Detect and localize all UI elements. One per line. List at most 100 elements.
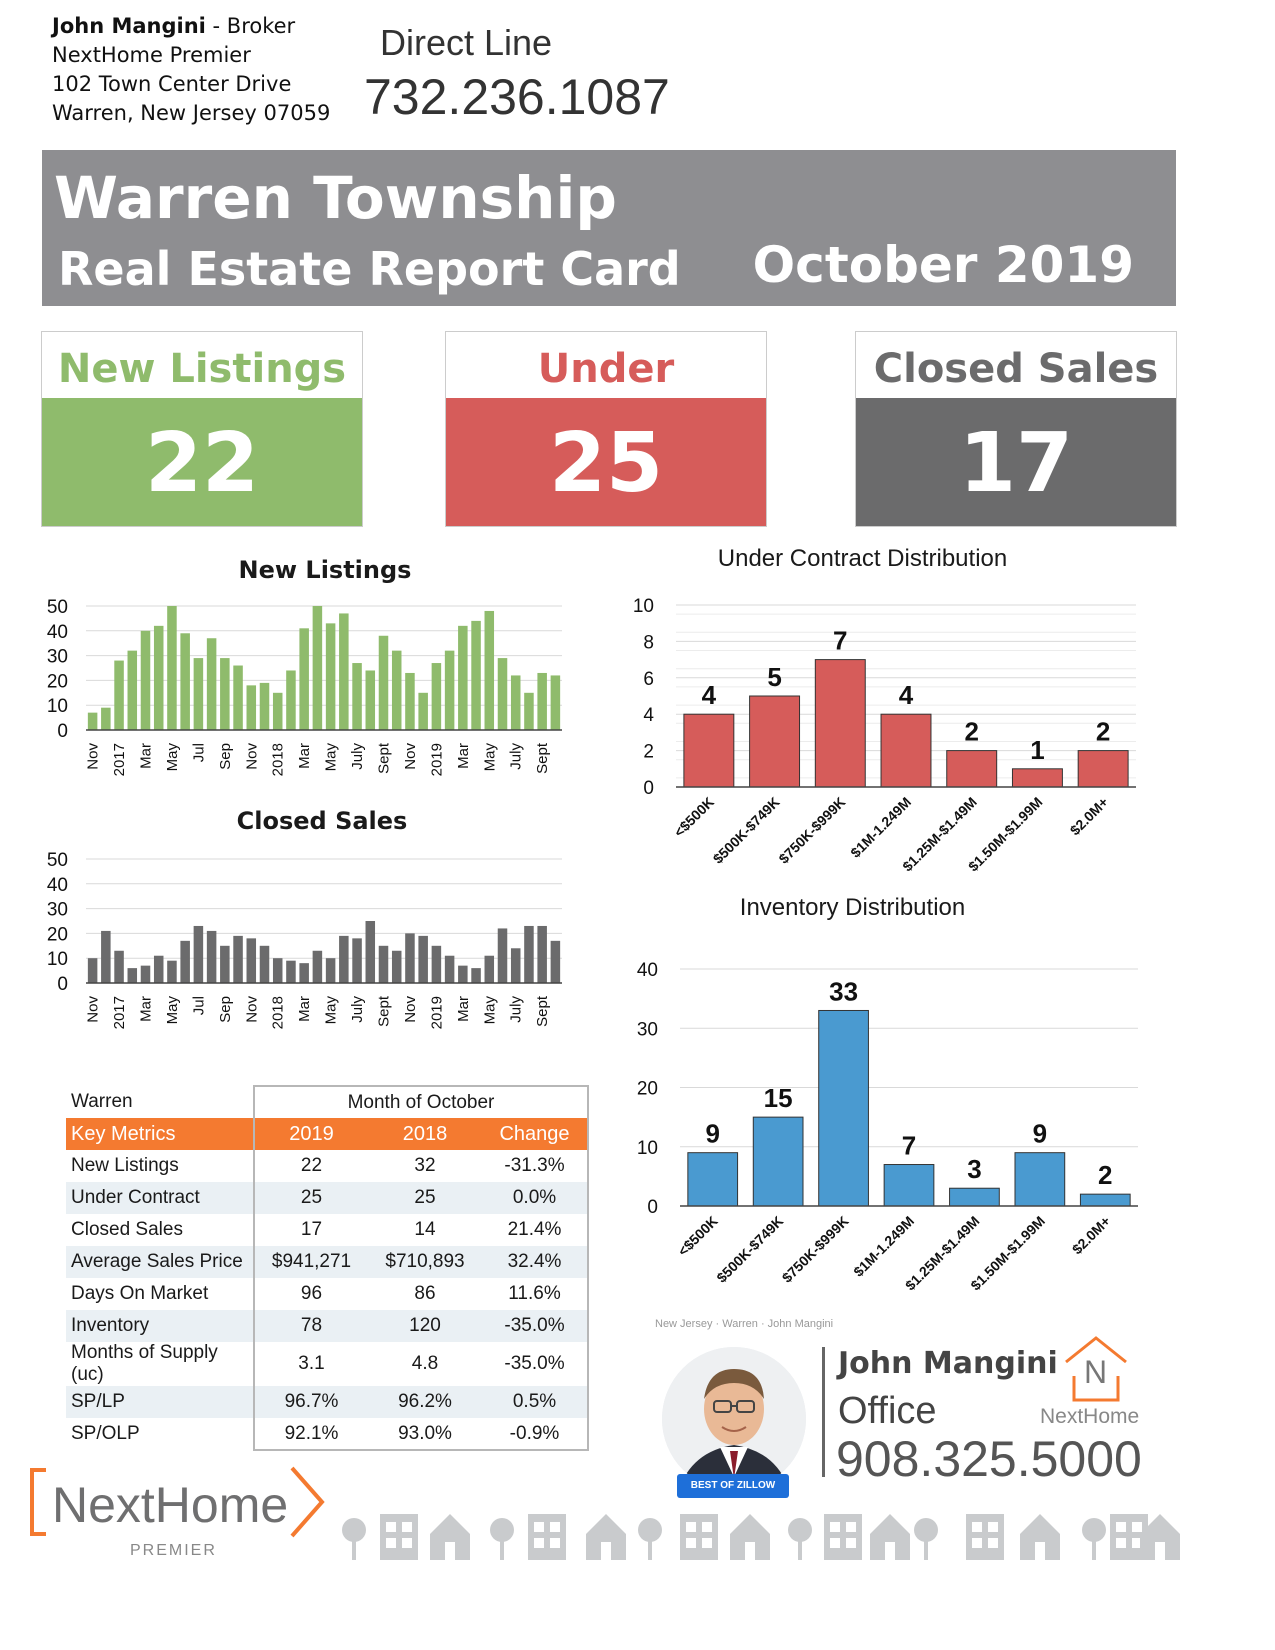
x-tick-label: May (164, 996, 181, 1025)
bar (537, 672, 547, 730)
table-header-cell: Key Metrics (66, 1118, 254, 1150)
window (988, 1538, 998, 1548)
bar (299, 963, 309, 983)
bar (814, 659, 866, 788)
banner-title: Warren Township (54, 164, 617, 232)
bar (339, 613, 349, 730)
metric-name-cell: Closed Sales (71, 1219, 183, 1240)
bar (458, 625, 468, 730)
data-label: 7 (902, 1131, 916, 1161)
x-tick-label: July (508, 743, 525, 770)
x-tick-label: Sept (534, 995, 551, 1027)
x-tick-label: May (481, 743, 498, 772)
stat-value: 25 (548, 416, 664, 511)
direct-line-phone[interactable]: 732.236.1087 (364, 69, 670, 125)
inventory-chart-title: Inventory Distribution (739, 894, 966, 921)
metric-value-cell: 96.7% (253, 1386, 368, 1418)
agent-photo (662, 1347, 806, 1491)
bar (339, 935, 349, 983)
under-contract-chart-title: Under Contract Distribution (717, 545, 1008, 572)
bar (818, 1009, 869, 1207)
door (885, 1542, 895, 1560)
bar (431, 663, 442, 730)
metric-value-cell: -0.9% (482, 1418, 589, 1451)
data-label: 9 (1033, 1119, 1047, 1149)
tree-trunk (352, 1538, 356, 1560)
badge-label: BEST OF ZILLOW (690, 1480, 776, 1491)
x-tick-label: July (349, 996, 366, 1023)
stat-label: New Listings (57, 346, 347, 392)
banner-subtitle: Real Estate Report Card (58, 242, 681, 296)
x-tick-label: Mar (296, 743, 313, 769)
window (846, 1522, 856, 1532)
data-label: 15 (764, 1083, 793, 1113)
nexthome-logo-sub: PREMIER (130, 1542, 217, 1559)
bar (206, 930, 217, 983)
data-label: 1 (1030, 735, 1044, 765)
table-row: Under Contract 25 25 0.0% (66, 1182, 589, 1214)
office-phone[interactable]: 908.325.5000 (836, 1431, 1142, 1487)
x-tick-label: July (349, 743, 366, 770)
house-icon (430, 1514, 470, 1560)
metric-value-cell: 25 (253, 1182, 368, 1214)
category-label: $2.0M+ (1069, 1213, 1114, 1258)
nexthome-logo-brackets (30, 1466, 325, 1538)
tree-trunk (924, 1538, 928, 1560)
metric-name-cell: Months of Supply (uc) (71, 1342, 218, 1385)
bar (749, 695, 801, 788)
x-tick-label: May (323, 743, 340, 772)
bar (378, 635, 389, 730)
bar (471, 968, 481, 983)
stat-value: 17 (958, 416, 1074, 511)
y-tick-label: 0 (57, 974, 68, 995)
closed-sales-chart-title: Closed Sales (236, 807, 408, 835)
stat-box: 17 (856, 398, 1176, 526)
x-tick-label: Nov (402, 743, 419, 770)
metric-value-cell: 92.1% (253, 1418, 368, 1451)
metric-value-cell: -35.0% (482, 1342, 589, 1386)
y-tick-label: 4 (643, 705, 654, 726)
footer-caption: New Jersey · Warren · John Mangini (655, 1318, 834, 1330)
metric-value-cell: 32 (414, 1155, 436, 1176)
y-tick-label: 10 (633, 596, 654, 617)
bar (378, 945, 389, 983)
metric-name-cell: New Listings (71, 1155, 179, 1176)
house-icon (1020, 1514, 1060, 1560)
table-row: SP/LP 96.7% 96.2% 0.5% (66, 1386, 589, 1418)
metric-value-cell: 96.2% (368, 1386, 482, 1418)
category-label: $750K-$999K (779, 1213, 852, 1286)
metric-value-cell: 21.4% (482, 1214, 589, 1246)
y-tick-label: 50 (47, 597, 68, 618)
bar (114, 660, 124, 730)
bar (471, 620, 481, 730)
data-label: 4 (702, 680, 717, 710)
building-icon (966, 1514, 1004, 1560)
house-icon (1140, 1514, 1180, 1560)
data-label: 5 (767, 662, 781, 692)
building-icon (680, 1514, 718, 1560)
stat-value: 22 (144, 416, 260, 511)
table-row: Closed Sales 17 14 21.4% (66, 1214, 589, 1246)
office-label: Office (838, 1390, 937, 1432)
bar (325, 958, 336, 983)
y-tick-label: 30 (47, 647, 68, 668)
metric-name-cell: SP/LP (66, 1386, 254, 1418)
metric-value-cell: 86 (414, 1283, 436, 1304)
x-tick-label: Sep (217, 996, 234, 1023)
door (601, 1542, 611, 1560)
table-row: Inventory 78 120 -35.0% (66, 1310, 589, 1342)
stat-box: 25 (446, 398, 766, 526)
bar (140, 965, 151, 983)
bar (1079, 1193, 1131, 1207)
bar (193, 658, 204, 730)
metric-value-cell: 14 (414, 1219, 436, 1240)
x-tick-label: Jul (190, 996, 207, 1015)
bar (458, 965, 468, 983)
window (1116, 1538, 1126, 1548)
bar (687, 1152, 739, 1207)
bar (220, 945, 230, 983)
bar (883, 1164, 935, 1207)
house-icon (730, 1514, 770, 1560)
metric-value-cell: -35.0% (482, 1310, 589, 1342)
bar (127, 968, 138, 983)
